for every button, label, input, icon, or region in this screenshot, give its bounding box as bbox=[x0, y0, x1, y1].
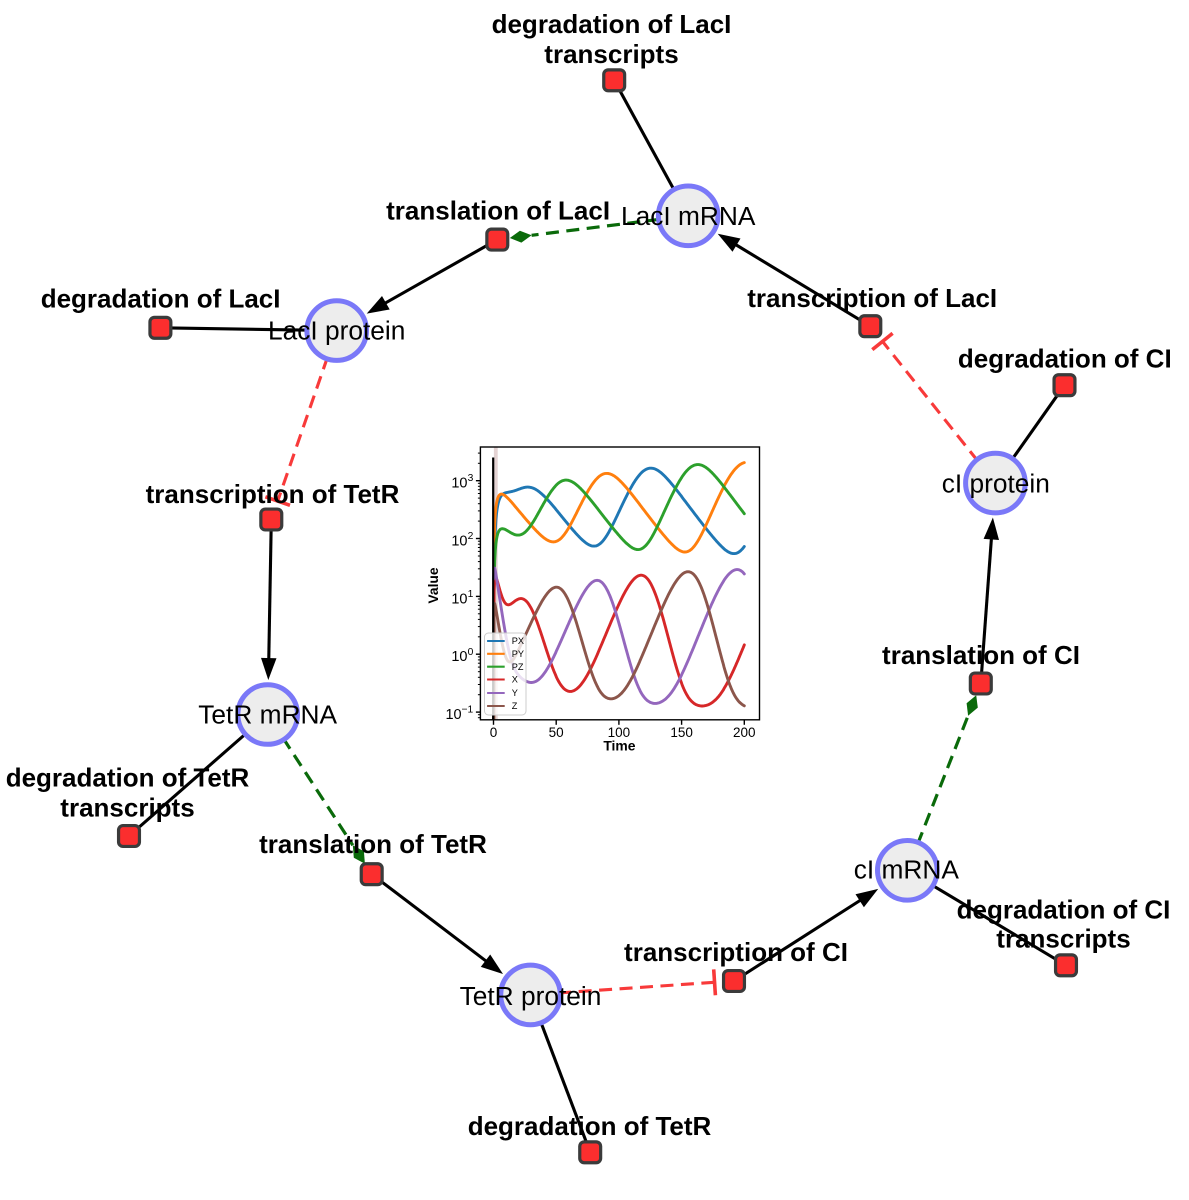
svg-text:0: 0 bbox=[490, 725, 498, 740]
svg-text:10: 10 bbox=[451, 591, 467, 607]
svg-text:degradation of TetR: degradation of TetR bbox=[468, 1111, 712, 1141]
svg-text:Z: Z bbox=[512, 701, 518, 711]
svg-text:0: 0 bbox=[468, 647, 474, 658]
svg-text:degradation of LacI: degradation of LacI bbox=[492, 9, 732, 39]
svg-text:degradation of TetR: degradation of TetR bbox=[6, 763, 250, 793]
svg-text:Time: Time bbox=[603, 738, 635, 754]
svg-text:TetR protein: TetR protein bbox=[460, 981, 602, 1011]
svg-text:LacI mRNA: LacI mRNA bbox=[621, 201, 756, 231]
svg-text:10: 10 bbox=[451, 476, 467, 492]
svg-text:PY: PY bbox=[512, 649, 524, 659]
svg-text:1: 1 bbox=[468, 589, 474, 600]
svg-text:translation of CI: translation of CI bbox=[882, 640, 1080, 670]
svg-text:transcription of CI: transcription of CI bbox=[624, 937, 848, 967]
svg-text:transcripts: transcripts bbox=[60, 793, 194, 823]
svg-text:cI mRNA: cI mRNA bbox=[854, 854, 960, 884]
svg-text:cI protein: cI protein bbox=[942, 469, 1050, 499]
svg-text:degradation of CI: degradation of CI bbox=[957, 895, 1171, 925]
svg-text:transcription of TetR: transcription of TetR bbox=[146, 479, 400, 509]
svg-text:PZ: PZ bbox=[512, 662, 524, 672]
svg-text:10: 10 bbox=[445, 707, 461, 723]
svg-text:10: 10 bbox=[451, 649, 467, 665]
svg-text:Y: Y bbox=[512, 688, 518, 698]
svg-text:translation of TetR: translation of TetR bbox=[259, 829, 487, 859]
svg-text:transcription of LacI: transcription of LacI bbox=[747, 283, 997, 313]
svg-text:3: 3 bbox=[468, 473, 474, 484]
svg-text:−1: −1 bbox=[462, 705, 474, 716]
svg-text:translation of LacI: translation of LacI bbox=[386, 196, 610, 226]
svg-text:X: X bbox=[512, 675, 518, 685]
svg-text:200: 200 bbox=[733, 725, 756, 740]
svg-text:LacI protein: LacI protein bbox=[268, 315, 405, 345]
svg-text:Value: Value bbox=[425, 567, 441, 604]
svg-text:2: 2 bbox=[468, 531, 474, 542]
svg-text:PX: PX bbox=[512, 636, 524, 646]
svg-text:transcripts: transcripts bbox=[544, 39, 678, 69]
svg-text:TetR mRNA: TetR mRNA bbox=[198, 700, 337, 730]
svg-text:100: 100 bbox=[608, 725, 631, 740]
svg-text:10: 10 bbox=[451, 534, 467, 550]
svg-text:degradation of LacI: degradation of LacI bbox=[41, 284, 281, 314]
svg-text:150: 150 bbox=[670, 725, 693, 740]
svg-text:50: 50 bbox=[549, 725, 564, 740]
svg-text:degradation of CI: degradation of CI bbox=[958, 344, 1172, 374]
svg-text:transcripts: transcripts bbox=[996, 924, 1130, 954]
